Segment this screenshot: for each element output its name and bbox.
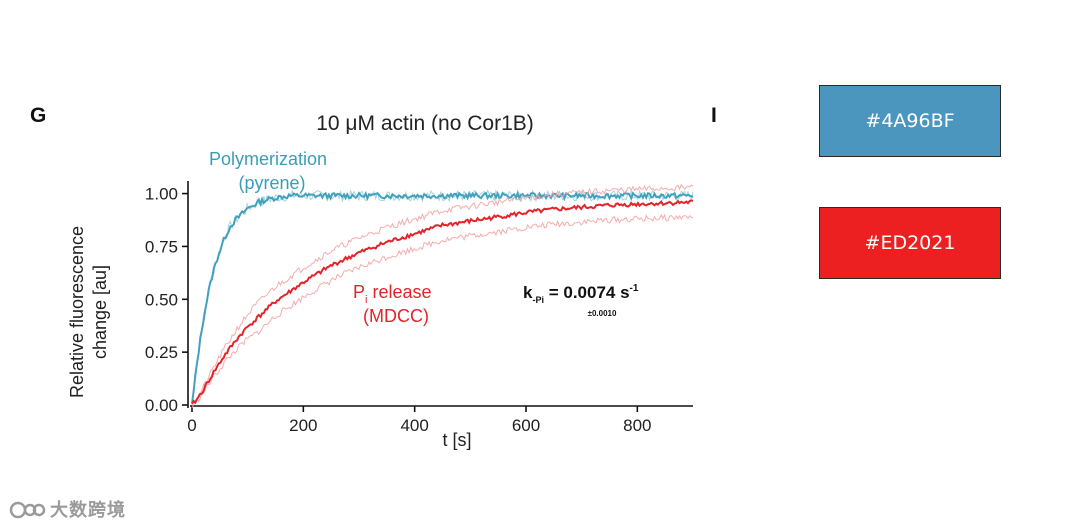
color-swatch-blue: #4A96BF (819, 85, 1001, 157)
y-tick-label-1: 0.25 (145, 343, 178, 362)
y-tick-label-0: 0.00 (145, 396, 178, 415)
pi-release-upper-band (191, 183, 694, 409)
rate-error: ±0.0010 (588, 309, 617, 318)
watermark: 大数跨境 (8, 496, 126, 522)
color-swatch-red-label: #ED2021 (864, 232, 956, 254)
x-tick-label-2: 400 (400, 416, 428, 435)
pi-label-p: P (353, 282, 365, 302)
y-tick-label-3: 0.75 (145, 237, 178, 256)
rate-k-sub: -Pi (532, 295, 544, 305)
x-tick-label-4: 800 (623, 416, 651, 435)
watermark-logo-icon (9, 501, 46, 519)
polymerization-series-line (191, 190, 694, 404)
pi-label-rest: release (367, 282, 431, 302)
x-axis-label: t [s] (442, 430, 471, 450)
color-swatch-blue-label: #4A96BF (865, 110, 955, 132)
y-axis-label-line-1: Relative fluorescence (67, 226, 87, 398)
rate-k-sup: -1 (630, 283, 639, 294)
y-tick-label-2: 0.50 (145, 290, 178, 309)
pi-release-series-line (191, 199, 694, 405)
rate-constant-annotation: k-Pi = 0.0074 s-1 (523, 283, 639, 305)
panel-label-i: I (711, 104, 717, 127)
x-tick-label-3: 600 (512, 416, 540, 435)
x-tick-label-0: 0 (187, 416, 196, 435)
polymerization-label-line-2: (pyrene) (238, 173, 305, 193)
pi-release-label-line-1: Pi release (353, 282, 432, 306)
pi-release-lower-band (192, 213, 694, 406)
x-tick-label-1: 200 (289, 416, 317, 435)
watermark-text: 大数跨境 (50, 500, 126, 520)
rate-k-value: = 0.0074 s (544, 283, 630, 302)
y-axis-label-line-2: change [au] (90, 265, 110, 359)
pi-label-sub: i (365, 294, 367, 306)
panel-label-g: G (30, 104, 47, 127)
y-tick-label-4: 1.00 (145, 185, 178, 204)
chart-title: 10 μM actin (no Cor1B) (316, 112, 534, 135)
pi-release-label-line-2: (MDCC) (363, 306, 429, 326)
color-swatch-red: #ED2021 (819, 207, 1001, 279)
rate-k: k (523, 283, 533, 302)
polymerization-label-line-1: Polymerization (209, 149, 327, 169)
